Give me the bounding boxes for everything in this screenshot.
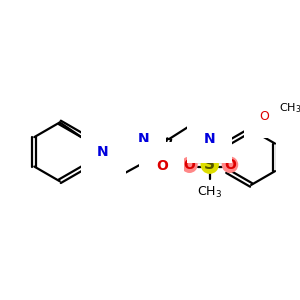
Text: CH$_3$: CH$_3$ [279,101,300,115]
Circle shape [200,155,219,174]
Text: N: N [138,132,149,146]
Text: O: O [224,158,236,172]
Text: N: N [97,145,109,159]
Text: O: O [184,158,195,172]
Circle shape [181,156,198,173]
Text: O: O [156,159,168,172]
Text: CH$_3$: CH$_3$ [197,185,222,200]
Circle shape [222,156,238,173]
Text: S: S [204,157,215,172]
Text: O: O [259,110,269,123]
Text: N: N [204,132,215,146]
